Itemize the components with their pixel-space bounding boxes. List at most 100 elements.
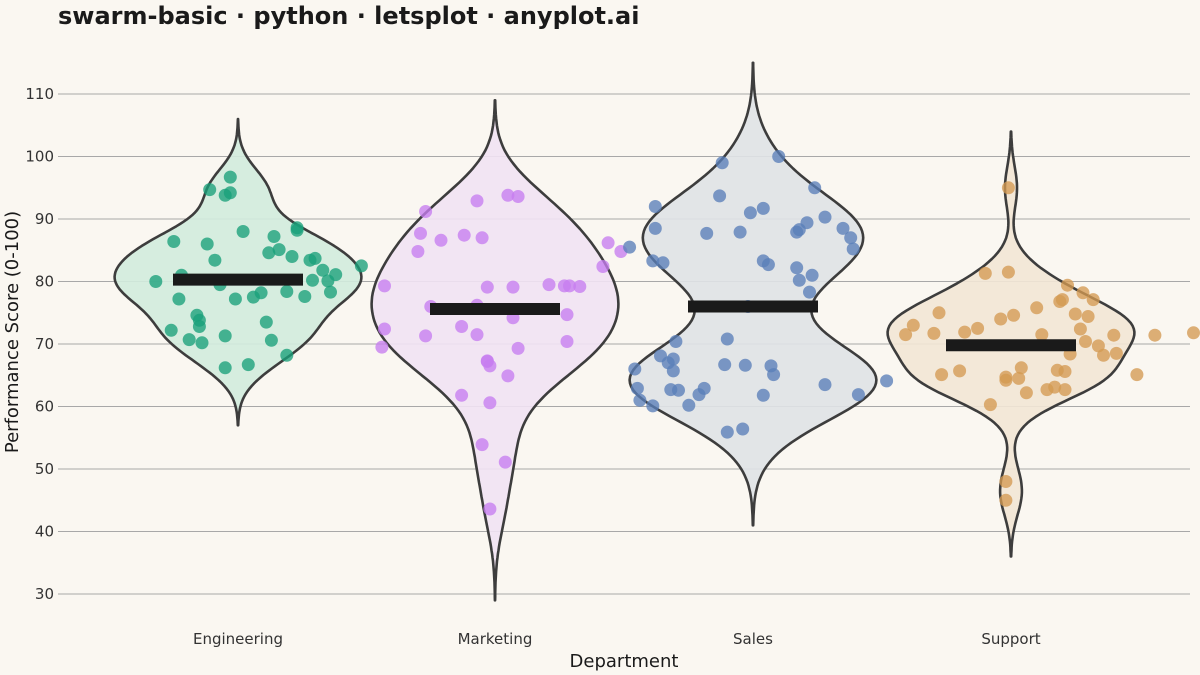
data-point bbox=[720, 425, 734, 439]
data-point bbox=[298, 290, 312, 303]
data-point bbox=[720, 332, 734, 346]
data-point bbox=[1007, 308, 1021, 322]
data-point bbox=[971, 321, 985, 335]
data-point bbox=[1076, 286, 1090, 300]
x-tick-label: Sales bbox=[733, 630, 773, 648]
data-point bbox=[623, 240, 637, 254]
data-point bbox=[563, 279, 576, 293]
data-point bbox=[272, 243, 286, 257]
data-point bbox=[542, 278, 556, 292]
data-point bbox=[736, 422, 750, 436]
data-point bbox=[656, 256, 670, 270]
mean-bar-engineering bbox=[173, 273, 303, 286]
data-point bbox=[378, 322, 391, 336]
data-point bbox=[573, 280, 587, 293]
data-point bbox=[1035, 328, 1049, 342]
data-point bbox=[1058, 365, 1072, 378]
data-point bbox=[434, 233, 448, 247]
data-point bbox=[203, 183, 217, 197]
x-tick-label: Engineering bbox=[193, 630, 283, 648]
data-point bbox=[672, 383, 685, 397]
data-point bbox=[455, 320, 469, 333]
data-point bbox=[756, 388, 770, 402]
data-point bbox=[738, 358, 752, 372]
data-point bbox=[200, 237, 214, 251]
data-point bbox=[1148, 328, 1162, 342]
mean-bars bbox=[173, 273, 1076, 352]
data-point bbox=[501, 188, 515, 202]
data-point bbox=[932, 306, 946, 320]
data-point bbox=[1109, 346, 1123, 360]
data-point bbox=[994, 312, 1008, 326]
data-point bbox=[501, 369, 515, 383]
data-point bbox=[1030, 301, 1044, 315]
data-point bbox=[935, 368, 949, 382]
data-point bbox=[733, 225, 747, 239]
data-point bbox=[790, 261, 804, 275]
data-point bbox=[596, 260, 610, 273]
data-point bbox=[767, 368, 781, 382]
data-point bbox=[455, 388, 469, 402]
x-tick-label: Support bbox=[981, 630, 1040, 648]
data-point bbox=[1001, 265, 1015, 279]
data-point bbox=[308, 251, 322, 265]
data-point bbox=[316, 263, 330, 277]
data-point bbox=[480, 280, 494, 294]
x-tick-label: Marketing bbox=[458, 630, 533, 648]
data-point bbox=[844, 231, 858, 245]
data-point bbox=[378, 279, 391, 293]
data-point bbox=[800, 216, 814, 230]
data-point bbox=[1079, 335, 1092, 348]
y-tick-label: 70 bbox=[35, 335, 54, 353]
data-point bbox=[419, 205, 433, 218]
y-tick-label: 40 bbox=[35, 523, 54, 541]
data-point bbox=[646, 254, 660, 268]
violin-engineering bbox=[113, 117, 363, 427]
mean-bar-sales bbox=[688, 300, 818, 313]
data-point bbox=[354, 259, 368, 273]
data-point bbox=[285, 250, 299, 263]
mean-bar-support bbox=[946, 339, 1076, 352]
data-point bbox=[669, 335, 683, 348]
mean-bar-marketing bbox=[430, 303, 560, 315]
chart-title: swarm-basic · python · letsplot · anyplo… bbox=[58, 2, 640, 30]
y-axis-label: Performance Score (0-100) bbox=[2, 211, 23, 453]
data-point bbox=[899, 328, 913, 342]
data-point bbox=[329, 268, 343, 282]
data-point bbox=[1048, 380, 1062, 394]
data-point bbox=[560, 308, 574, 322]
data-point bbox=[792, 273, 806, 287]
violin-sales bbox=[628, 61, 878, 527]
data-point bbox=[511, 190, 525, 203]
data-point bbox=[978, 266, 992, 280]
data-point bbox=[483, 396, 497, 410]
data-point bbox=[953, 364, 967, 378]
y-tick-label: 50 bbox=[35, 460, 54, 478]
data-point bbox=[1073, 322, 1087, 336]
data-point bbox=[1107, 328, 1121, 342]
data-point bbox=[560, 335, 574, 348]
data-point bbox=[1187, 326, 1200, 340]
y-axis-ticks: 30 40 50 60 70 80 90 100 110 bbox=[25, 85, 54, 603]
data-point bbox=[470, 328, 484, 342]
data-point bbox=[846, 242, 860, 256]
data-point bbox=[223, 186, 237, 200]
data-point bbox=[761, 258, 775, 272]
data-point bbox=[836, 221, 850, 235]
data-point bbox=[1068, 307, 1082, 321]
data-point bbox=[1019, 386, 1033, 400]
data-point bbox=[743, 206, 757, 220]
y-tick-label: 60 bbox=[35, 398, 54, 416]
data-point bbox=[306, 273, 319, 287]
data-point bbox=[511, 341, 525, 355]
data-point bbox=[498, 455, 512, 469]
data-point bbox=[470, 194, 484, 208]
data-point bbox=[1097, 348, 1110, 362]
y-tick-label: 30 bbox=[35, 585, 54, 603]
data-point bbox=[1061, 278, 1074, 292]
data-point bbox=[149, 275, 163, 288]
data-point bbox=[1130, 368, 1144, 382]
data-point bbox=[483, 502, 497, 516]
data-point bbox=[666, 352, 680, 366]
